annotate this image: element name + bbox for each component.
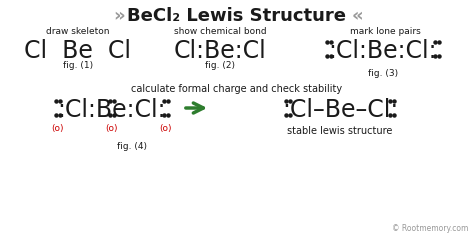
Text: Cl  Be  Cl: Cl Be Cl [25,39,131,63]
Text: fig. (3): fig. (3) [368,69,398,78]
Text: (o): (o) [106,124,118,133]
Text: :Cl–Be–Cl:: :Cl–Be–Cl: [282,98,398,122]
Text: Cl:Be:Cl: Cl:Be:Cl [173,39,266,63]
Text: «: « [351,7,363,25]
Text: :Cl:Be:Cl:: :Cl:Be:Cl: [58,98,166,122]
Text: (o): (o) [52,124,64,133]
Text: stable lewis structure: stable lewis structure [287,126,392,136]
Text: »: » [113,7,125,25]
Text: mark lone pairs: mark lone pairs [350,27,420,36]
Text: © Rootmemory.com: © Rootmemory.com [392,224,468,233]
Text: fig. (2): fig. (2) [205,61,235,70]
Text: calculate formal charge and check stability: calculate formal charge and check stabil… [131,84,343,94]
Text: fig. (1): fig. (1) [63,61,93,70]
Text: draw skeleton: draw skeleton [46,27,110,36]
Text: BeCl₂ Lewis Structure: BeCl₂ Lewis Structure [128,7,346,25]
Text: show chemical bond: show chemical bond [173,27,266,36]
Text: :Cl:Be:Cl:: :Cl:Be:Cl: [329,39,437,63]
Text: fig. (4): fig. (4) [117,142,147,151]
Text: (o): (o) [160,124,172,133]
